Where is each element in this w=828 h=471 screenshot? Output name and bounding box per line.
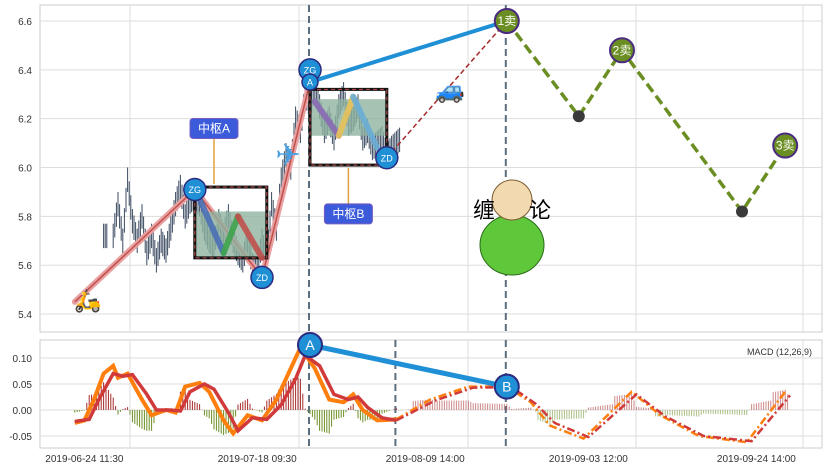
pivot-label: 中枢B xyxy=(332,206,364,221)
price-panel xyxy=(39,4,823,333)
y-tick-label: 5.6 xyxy=(18,261,32,272)
y-tick-label: 5.4 xyxy=(18,310,32,321)
divergence-label: B xyxy=(502,379,511,395)
marker-label: A xyxy=(307,78,313,88)
divergence-label: A xyxy=(305,337,315,353)
car-icon: 🚙 xyxy=(435,77,465,104)
sell-point xyxy=(609,37,635,64)
scooter-icon: 🛵 xyxy=(74,288,101,314)
sell-point xyxy=(772,132,799,159)
macd-panel xyxy=(39,339,823,449)
y-tick-label: 0.10 xyxy=(13,354,33,365)
pivot-segment xyxy=(335,93,357,139)
divergence-marker xyxy=(493,373,520,400)
macd-dif-forecast xyxy=(395,385,787,444)
y-tick-label: 6.0 xyxy=(18,164,32,175)
pivot-segment xyxy=(235,213,265,261)
x-tick-label: 2019-08-09 14:00 xyxy=(386,454,465,465)
y-tick-label: 0.00 xyxy=(13,406,33,417)
sell-point-label: 1卖 xyxy=(497,14,516,28)
y-tick-label: 0.05 xyxy=(13,380,33,391)
pivot-segment xyxy=(220,213,241,256)
marker-a xyxy=(301,73,319,91)
macd-dif-line xyxy=(74,343,397,437)
macd-dea-forecast xyxy=(395,385,791,443)
y-tick-label: 5.8 xyxy=(18,212,32,223)
pivot-segment xyxy=(350,93,381,151)
airplane-icon: ✈ xyxy=(275,139,300,172)
divergence-line xyxy=(309,342,508,390)
forecast-dot xyxy=(572,110,585,123)
sell-point-label: 3卖 xyxy=(776,139,795,153)
marker-label: ZD xyxy=(256,273,268,283)
y-tick-label: 6.4 xyxy=(18,66,32,77)
sell-point xyxy=(493,8,520,34)
pivot-label-box xyxy=(189,117,239,139)
divergence-marker xyxy=(297,332,323,358)
x-tick-label: 2019-09-24 14:00 xyxy=(717,454,796,465)
trend-line xyxy=(309,19,508,84)
marker-label: ZG xyxy=(189,185,202,195)
x-tick-label: 2019-06-24 11:30 xyxy=(45,454,124,465)
marker-label: ZG xyxy=(304,65,317,75)
pivot-label: 中枢A xyxy=(198,120,230,135)
monk-robe xyxy=(479,214,545,276)
pivot-box-inner xyxy=(309,88,388,166)
monk-head xyxy=(491,179,533,221)
stroke-segment xyxy=(261,81,311,278)
marker-zd xyxy=(250,265,274,290)
monk-text: 论 xyxy=(529,198,551,223)
y-tick-label: 6.6 xyxy=(18,17,32,28)
macd-dea-line xyxy=(74,352,397,434)
x-tick-label: 2019-09-03 12:00 xyxy=(549,454,628,465)
x-tick-label: 2019-07-18 09:30 xyxy=(218,454,297,465)
pivot-box-inner xyxy=(194,186,268,259)
forecast-dot xyxy=(736,205,748,218)
sell-point-label: 2卖 xyxy=(613,43,632,57)
y-tick-label: 6.2 xyxy=(18,115,32,126)
stroke-segment xyxy=(74,188,196,303)
pivot-segment xyxy=(196,196,227,256)
monk-text: 缠 xyxy=(473,198,495,223)
projection-line xyxy=(386,20,508,159)
pivot-segment xyxy=(311,98,342,139)
y-tick-label: -0.05 xyxy=(9,432,32,443)
marker-zg xyxy=(183,177,207,202)
marker-label: ZD xyxy=(381,153,393,163)
marker-zd xyxy=(375,146,399,170)
monk-icon: 缠论 xyxy=(473,179,551,276)
macd-title: MACD (12,26,9) xyxy=(747,347,812,357)
pivot-label-box xyxy=(323,203,373,225)
